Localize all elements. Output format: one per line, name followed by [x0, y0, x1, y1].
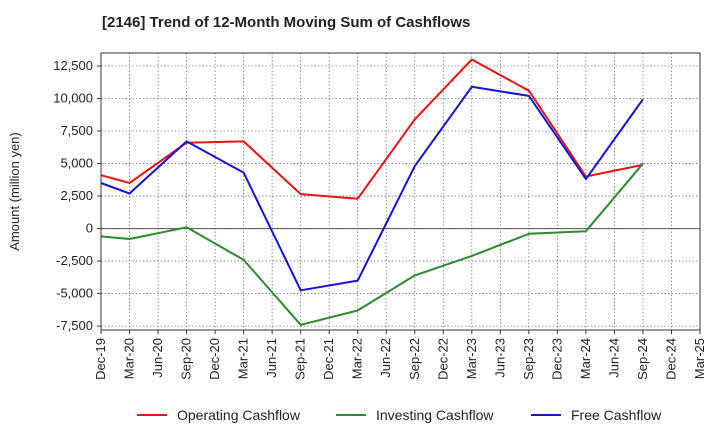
- y-tick-label: 7,500: [60, 123, 93, 138]
- x-tick-label: Jun-22: [378, 338, 393, 378]
- plot-frame: [100, 52, 701, 331]
- x-tick-label: Dec-20: [207, 338, 222, 380]
- x-tick-label: Jun-20: [150, 338, 165, 378]
- x-tick-label: Sep-24: [635, 338, 650, 380]
- series-line-investing-cashflow: [100, 162, 644, 326]
- x-tick-label: Dec-21: [321, 338, 336, 380]
- axis-layer: -7,500 -5,000 -2,500 0 2,500 5,000 7,500 10,000…: [7, 52, 707, 380]
- y-axis-title: Amount (million yen): [7, 132, 22, 251]
- x-tick-label: Sep-23: [521, 338, 536, 380]
- chart-title: [2146] Trend of 12-Month Moving Sum of C…: [102, 14, 471, 31]
- legend-item: Investing Cashflow: [336, 404, 494, 426]
- series-line-operating-cashflow: [100, 58, 644, 200]
- x-tick-label: Mar-25: [692, 338, 707, 379]
- series-line-free-cashflow: [100, 85, 644, 292]
- y-tick-label: 10,000: [53, 91, 93, 106]
- grid-layer: [100, 53, 701, 330]
- x-tick-label: Jun-21: [264, 338, 279, 378]
- series-layer: [100, 58, 644, 326]
- x-tick-label: Dec-24: [663, 338, 678, 380]
- y-tick-label: -5,000: [56, 286, 93, 301]
- x-tick-label: Mar-21: [236, 338, 251, 379]
- legend-swatch: [137, 414, 167, 416]
- y-tick-label: 2,500: [60, 188, 93, 203]
- y-tick-label: 5,000: [60, 156, 93, 171]
- x-tick-label: Dec-23: [549, 338, 564, 380]
- x-tick-label: Mar-23: [464, 338, 479, 379]
- legend-item: Operating Cashflow: [137, 404, 300, 426]
- y-tick-label: 0: [86, 221, 93, 236]
- x-tick-label: Sep-20: [179, 338, 194, 380]
- x-tick-label: Mar-22: [350, 338, 365, 379]
- x-tick-label: Sep-21: [293, 338, 308, 380]
- x-tick-label: Jun-23: [492, 338, 507, 378]
- legend-label: Free Cashflow: [571, 407, 662, 423]
- legend-label: Investing Cashflow: [376, 407, 494, 423]
- x-tick-label: Dec-22: [435, 338, 450, 380]
- x-tick-label: Dec-19: [93, 338, 108, 380]
- legend-label: Operating Cashflow: [177, 407, 300, 423]
- x-tick-label: Mar-24: [578, 338, 593, 379]
- y-tick-label: 12,500: [53, 58, 93, 73]
- x-tick-label: Mar-20: [122, 338, 137, 379]
- legend-item: Free Cashflow: [531, 404, 661, 426]
- y-tick-label: -2,500: [56, 253, 93, 268]
- legend: Operating Cashflow Investing Cashflow Free…: [0, 404, 720, 426]
- y-tick-label: -7,500: [56, 318, 93, 333]
- x-tick-label: Sep-22: [407, 338, 422, 380]
- x-tick-label: Jun-24: [606, 338, 621, 378]
- legend-swatch: [531, 414, 561, 416]
- legend-swatch: [336, 414, 366, 416]
